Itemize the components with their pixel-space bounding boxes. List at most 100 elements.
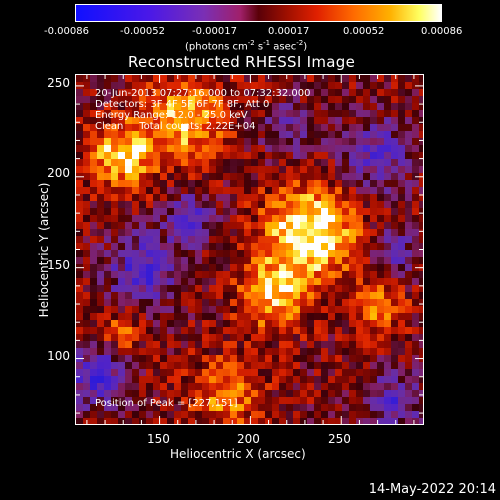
heatmap-cell xyxy=(377,159,384,166)
heatmap-cell xyxy=(272,285,279,292)
heatmap-cell xyxy=(174,292,181,299)
heatmap-cell xyxy=(202,103,209,110)
heatmap-cell xyxy=(118,257,125,264)
heatmap-cell xyxy=(174,285,181,292)
heatmap-cell xyxy=(265,187,272,194)
heatmap-cell xyxy=(167,117,174,124)
heatmap-cell xyxy=(244,75,251,82)
heatmap-cell xyxy=(356,236,363,243)
heatmap-cell xyxy=(384,222,391,229)
heatmap-cell xyxy=(97,320,104,327)
heatmap-cell xyxy=(181,110,188,117)
image-plot[interactable] xyxy=(75,74,424,425)
heatmap-cell xyxy=(398,159,405,166)
heatmap-cell xyxy=(384,306,391,313)
heatmap-cell xyxy=(244,306,251,313)
heatmap-cell xyxy=(244,166,251,173)
heatmap-cell xyxy=(363,278,370,285)
heatmap-cell xyxy=(419,215,423,222)
heatmap-cell xyxy=(237,285,244,292)
heatmap-cell xyxy=(195,250,202,257)
heatmap-cell xyxy=(314,306,321,313)
heatmap-cell xyxy=(412,208,419,215)
heatmap-cell xyxy=(377,236,384,243)
heatmap-cell xyxy=(335,299,342,306)
heatmap-cell xyxy=(237,362,244,369)
heatmap-cell xyxy=(167,180,174,187)
heatmap-cell xyxy=(237,383,244,390)
heatmap-cell xyxy=(118,138,125,145)
heatmap-cell xyxy=(307,362,314,369)
heatmap-cell xyxy=(377,390,384,397)
heatmap-cell xyxy=(279,236,286,243)
heatmap-cell xyxy=(202,194,209,201)
heatmap-cell xyxy=(349,348,356,355)
heatmap-cell xyxy=(230,201,237,208)
heatmap-cell xyxy=(139,411,146,418)
heatmap-cell xyxy=(111,145,118,152)
heatmap-cell xyxy=(307,390,314,397)
heatmap-cell xyxy=(132,138,139,145)
heatmap-cell xyxy=(188,152,195,159)
heatmap-cell xyxy=(258,257,265,264)
heatmap-cell xyxy=(223,145,230,152)
heatmap-cell xyxy=(153,327,160,334)
heatmap-cell xyxy=(76,89,83,96)
heatmap-cell xyxy=(195,313,202,320)
heatmap-cell xyxy=(286,369,293,376)
heatmap-cell xyxy=(300,152,307,159)
heatmap-cell xyxy=(216,355,223,362)
heatmap-cell xyxy=(307,145,314,152)
heatmap-cell xyxy=(230,131,237,138)
heatmap-cell xyxy=(223,320,230,327)
heatmap-cell xyxy=(349,180,356,187)
heatmap-cell xyxy=(265,264,272,271)
heatmap-cell xyxy=(251,334,258,341)
heatmap-cell xyxy=(104,285,111,292)
heatmap-cell xyxy=(363,341,370,348)
heatmap-cell xyxy=(349,355,356,362)
heatmap-cell xyxy=(118,173,125,180)
heatmap-cell xyxy=(125,110,132,117)
heatmap-cell xyxy=(391,208,398,215)
heatmap-cell xyxy=(272,75,279,82)
heatmap-cell xyxy=(97,278,104,285)
heatmap-cell xyxy=(265,208,272,215)
heatmap-cell xyxy=(279,376,286,383)
heatmap-cell xyxy=(419,180,423,187)
heatmap-cell xyxy=(153,369,160,376)
heatmap-cell xyxy=(132,292,139,299)
heatmap-cell xyxy=(230,145,237,152)
heatmap-cell xyxy=(146,152,153,159)
heatmap-cell xyxy=(125,299,132,306)
heatmap-cell xyxy=(335,250,342,257)
heatmap-cell xyxy=(286,376,293,383)
heatmap-cell xyxy=(258,110,265,117)
heatmap-cell xyxy=(286,306,293,313)
heatmap-cell xyxy=(419,327,423,334)
heatmap-cell xyxy=(251,348,258,355)
heatmap-cell xyxy=(356,194,363,201)
heatmap-cell xyxy=(153,376,160,383)
heatmap-cell xyxy=(160,411,167,418)
heatmap-cell xyxy=(328,327,335,334)
heatmap-cell xyxy=(104,334,111,341)
heatmap-cell xyxy=(244,222,251,229)
heatmap-cell xyxy=(202,208,209,215)
heatmap-cell xyxy=(356,264,363,271)
heatmap-cell xyxy=(335,173,342,180)
heatmap-cell xyxy=(132,117,139,124)
heatmap-cell xyxy=(202,180,209,187)
heatmap-cell xyxy=(167,222,174,229)
heatmap-cell xyxy=(279,341,286,348)
heatmap-cell xyxy=(125,138,132,145)
heatmap-cell xyxy=(328,313,335,320)
heatmap-cell xyxy=(83,222,90,229)
heatmap-cell xyxy=(377,166,384,173)
heatmap-cell xyxy=(342,152,349,159)
heatmap-cell xyxy=(412,236,419,243)
heatmap-cell xyxy=(356,383,363,390)
heatmap-cell xyxy=(363,208,370,215)
heatmap-cell xyxy=(335,334,342,341)
heatmap-cell xyxy=(307,306,314,313)
